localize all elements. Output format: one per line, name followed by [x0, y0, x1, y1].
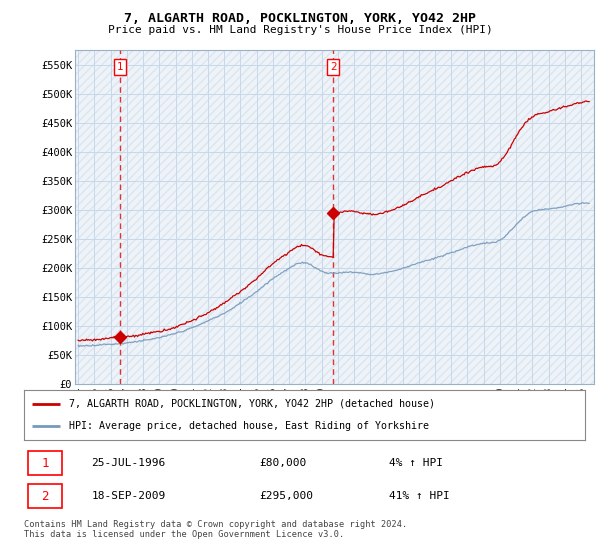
Text: 7, ALGARTH ROAD, POCKLINGTON, YORK, YO42 2HP (detached house): 7, ALGARTH ROAD, POCKLINGTON, YORK, YO42… — [69, 399, 435, 409]
Text: 7, ALGARTH ROAD, POCKLINGTON, YORK, YO42 2HP: 7, ALGARTH ROAD, POCKLINGTON, YORK, YO42… — [124, 12, 476, 25]
Text: 18-SEP-2009: 18-SEP-2009 — [91, 491, 166, 501]
Text: 41% ↑ HPI: 41% ↑ HPI — [389, 491, 449, 501]
Bar — [28, 484, 62, 508]
Text: 1: 1 — [116, 62, 123, 72]
Text: £295,000: £295,000 — [260, 491, 314, 501]
Text: 4% ↑ HPI: 4% ↑ HPI — [389, 458, 443, 468]
Text: 1: 1 — [41, 456, 49, 470]
Text: £80,000: £80,000 — [260, 458, 307, 468]
Text: 2: 2 — [41, 489, 49, 503]
Text: Price paid vs. HM Land Registry's House Price Index (HPI): Price paid vs. HM Land Registry's House … — [107, 25, 493, 35]
Text: 25-JUL-1996: 25-JUL-1996 — [91, 458, 166, 468]
Text: Contains HM Land Registry data © Crown copyright and database right 2024.
This d: Contains HM Land Registry data © Crown c… — [24, 520, 407, 539]
Text: 2: 2 — [330, 62, 337, 72]
Bar — [28, 451, 62, 475]
Text: HPI: Average price, detached house, East Riding of Yorkshire: HPI: Average price, detached house, East… — [69, 421, 429, 431]
